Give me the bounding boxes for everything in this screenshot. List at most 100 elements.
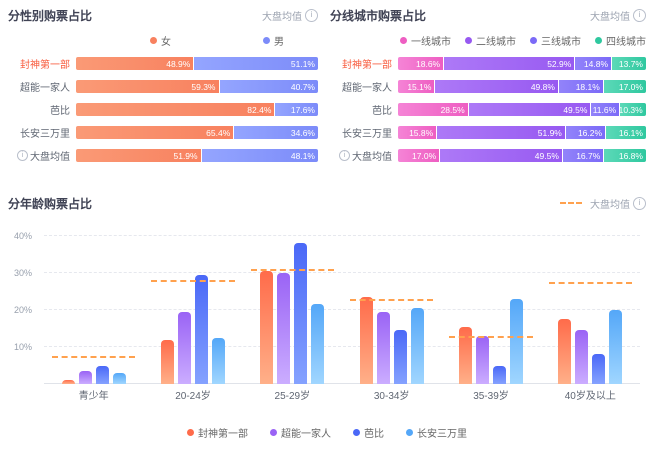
benchmark-link[interactable]: 大盘均值 i <box>590 8 646 23</box>
bar-segment[interactable]: 51.1% <box>194 57 318 70</box>
bar[interactable] <box>393 330 407 384</box>
bar[interactable] <box>609 310 623 384</box>
row-label: 超能一家人 <box>8 79 76 94</box>
bar-segment[interactable]: 28.5% <box>398 103 469 116</box>
bar[interactable] <box>376 311 390 384</box>
bar-segment[interactable]: 18.6% <box>398 57 445 70</box>
bar[interactable] <box>177 311 191 384</box>
legend-item[interactable]: 芭比 <box>353 425 384 440</box>
bar[interactable] <box>112 372 126 384</box>
bar[interactable] <box>575 330 589 384</box>
age-share-panel: 分年龄购票占比 大盘均值 i 10% 20% 30% 40% 青少年 20-24岁 25-… <box>8 194 646 446</box>
average-line-segment <box>250 269 334 272</box>
panel-header: 分年龄购票占比 大盘均值 i <box>8 194 646 212</box>
bar[interactable] <box>558 319 572 384</box>
bar-segment[interactable]: 16.7% <box>562 149 605 162</box>
legend-item[interactable]: 三线城市 <box>530 33 581 48</box>
bar[interactable] <box>410 308 424 384</box>
legend-label: 超能一家人 <box>281 429 331 440</box>
x-axis-label: 20-24岁 <box>175 391 211 402</box>
info-icon[interactable]: i <box>17 150 28 161</box>
stacked-bar: 65.4% 34.6% <box>76 126 318 139</box>
stacked-bar: 48.9% 51.1% <box>76 57 318 70</box>
bar[interactable] <box>277 273 291 384</box>
row-label-text: 长安三万里 <box>20 129 70 140</box>
bar-segment[interactable]: 48.1% <box>201 149 318 162</box>
bar-segment[interactable]: 16.8% <box>604 149 646 162</box>
bar[interactable] <box>359 297 373 384</box>
bar[interactable] <box>458 326 472 384</box>
legend-label: 长安三万里 <box>417 429 467 440</box>
bar[interactable] <box>194 274 208 384</box>
panel-title: 分性别购票占比 <box>8 8 93 23</box>
bar-segment[interactable]: 48.9% <box>76 57 195 70</box>
bar[interactable] <box>492 365 506 384</box>
average-line-legend[interactable]: 大盘均值 i <box>560 196 646 211</box>
bar-segment[interactable]: 14.8% <box>575 57 613 70</box>
legend-item[interactable]: 二线城市 <box>465 33 516 48</box>
bar-segment[interactable]: 16.2% <box>565 126 607 139</box>
legend-label: 二线城市 <box>476 36 516 48</box>
bar[interactable] <box>592 354 606 384</box>
row-label: 封神第一部 <box>8 56 76 71</box>
bar-segment[interactable]: 65.4% <box>76 126 235 139</box>
bar-segment[interactable]: 49.5% <box>440 149 563 162</box>
dashed-line-icon <box>560 202 582 204</box>
legend-label: 一线城市 <box>411 36 451 48</box>
legend-item[interactable]: 女 <box>150 33 171 48</box>
bar-segment[interactable]: 49.5% <box>468 103 592 116</box>
bar-segment[interactable]: 16.1% <box>606 126 646 139</box>
legend-item[interactable]: 男 <box>263 33 284 48</box>
row-label: i 大盘均值 <box>8 148 76 163</box>
info-icon[interactable]: i <box>633 8 646 22</box>
legend-item[interactable]: 封神第一部 <box>187 425 248 440</box>
bar[interactable] <box>294 243 308 384</box>
bar[interactable] <box>61 380 75 384</box>
bar-segment[interactable]: 13.7% <box>612 57 646 70</box>
stacked-bar: 59.3% 40.7% <box>76 80 318 93</box>
average-line-segment <box>349 298 434 301</box>
legend-item[interactable]: 长安三万里 <box>406 425 467 440</box>
bar-segment[interactable]: 15.8% <box>398 126 438 139</box>
row-label: 芭比 <box>8 102 76 117</box>
bar-segment[interactable]: 17.0% <box>398 149 441 162</box>
bar[interactable] <box>509 298 523 384</box>
bar-segment[interactable]: 17.0% <box>603 80 646 93</box>
info-icon[interactable]: i <box>633 196 646 210</box>
legend-item[interactable]: 一线城市 <box>400 33 451 48</box>
bar[interactable] <box>311 304 325 384</box>
bar-segment[interactable]: 15.1% <box>398 80 436 93</box>
bar-segment[interactable]: 52.9% <box>444 57 576 70</box>
bar[interactable] <box>211 337 225 384</box>
bar[interactable] <box>160 339 174 384</box>
bar-segment[interactable]: 34.6% <box>234 126 318 139</box>
benchmark-link[interactable]: 大盘均值 i <box>262 8 318 23</box>
legend-dot-icon <box>530 36 537 44</box>
info-icon[interactable]: i <box>339 150 350 161</box>
bar-segment[interactable]: 17.6% <box>275 103 318 116</box>
legend-item[interactable]: 超能一家人 <box>270 425 331 440</box>
bar-segment[interactable]: 82.4% <box>76 103 276 116</box>
bar-segment[interactable]: 49.8% <box>435 80 559 93</box>
bar[interactable] <box>78 371 92 384</box>
bar[interactable] <box>475 335 489 384</box>
bar-segment[interactable]: 51.9% <box>437 126 566 139</box>
legend-dot-icon <box>406 429 413 436</box>
bar-row: 芭比 82.4% 17.6% <box>8 102 318 117</box>
bar-segment[interactable]: 11.6% <box>591 103 621 116</box>
city-tier-legend: 一线城市 二线城市 三线城市 四线城市 <box>330 33 646 48</box>
bar[interactable] <box>260 271 274 384</box>
bar-segment[interactable]: 40.7% <box>219 80 318 93</box>
legend-item[interactable]: 四线城市 <box>595 33 646 48</box>
bar-segment[interactable]: 51.9% <box>76 149 202 162</box>
panel-header: 分线城市购票占比 大盘均值 i <box>330 6 646 24</box>
info-icon[interactable]: i <box>305 8 318 22</box>
stacked-bar: 51.9% 48.1% <box>76 149 318 162</box>
gridline <box>44 309 640 310</box>
bar-segment[interactable]: 10.3% <box>620 103 646 116</box>
bar-segment[interactable]: 18.1% <box>558 80 604 93</box>
bar-segment[interactable]: 59.3% <box>76 80 220 93</box>
bar[interactable] <box>95 365 109 384</box>
row-label-text: 超能一家人 <box>20 83 70 94</box>
row-label-text: 大盘均值 <box>352 152 392 163</box>
